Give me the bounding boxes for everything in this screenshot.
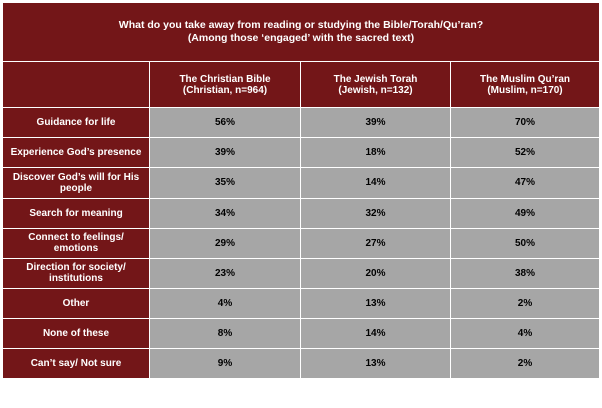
column-header-subname: (Jewish, n=132) <box>338 84 413 96</box>
value-cell: 23% <box>149 257 301 289</box>
row-label: None of these <box>2 317 150 349</box>
table-row: Direction for society/ institutions 23% … <box>2 257 600 289</box>
value-cell: 49% <box>450 197 600 229</box>
value-cell: 35% <box>149 167 301 199</box>
table-subtitle: (Among those ‘engaged’ with the sacred t… <box>187 32 415 45</box>
column-header-name: The Muslim Qu’ran <box>479 73 570 85</box>
table-row: Can’t say/ Not sure 9% 13% 2% <box>2 347 600 380</box>
table-row: Search for meaning 34% 32% 49% <box>2 197 600 229</box>
value-cell: 8% <box>149 317 301 349</box>
value-cell: 13% <box>300 287 451 319</box>
row-label: Discover God’s will for His people <box>2 167 150 199</box>
table-title: What do you take away from reading or st… <box>118 19 484 32</box>
column-header-subname: (Muslim, n=170) <box>487 84 563 96</box>
value-cell: 9% <box>149 347 301 380</box>
value-cell: 52% <box>450 137 600 169</box>
value-cell: 27% <box>300 227 451 259</box>
table-row: Other 4% 13% 2% <box>2 287 600 319</box>
value-cell: 2% <box>450 287 600 319</box>
row-label: Search for meaning <box>2 197 150 229</box>
row-label: Experience God’s presence <box>2 137 150 169</box>
row-label: Can’t say/ Not sure <box>2 347 150 380</box>
corner-cell <box>2 61 150 109</box>
title-row: What do you take away from reading or st… <box>2 1 600 63</box>
table-row: Experience God’s presence 39% 18% 52% <box>2 137 600 169</box>
value-cell: 38% <box>450 257 600 289</box>
value-cell: 2% <box>450 347 600 380</box>
value-cell: 14% <box>300 317 451 349</box>
value-cell: 20% <box>300 257 451 289</box>
value-cell: 70% <box>450 107 600 139</box>
row-label: Guidance for life <box>2 107 150 139</box>
value-cell: 39% <box>149 137 301 169</box>
value-cell: 4% <box>149 287 301 319</box>
column-header-row: The Christian Bible (Christian, n=964) T… <box>2 61 600 109</box>
column-header-christian: The Christian Bible (Christian, n=964) <box>149 61 301 109</box>
column-header-jewish: The Jewish Torah (Jewish, n=132) <box>300 61 451 109</box>
row-label: Connect to feelings/ emotions <box>2 227 150 259</box>
column-header-muslim: The Muslim Qu’ran (Muslim, n=170) <box>450 61 600 109</box>
column-header-name: The Jewish Torah <box>333 73 418 85</box>
value-cell: 34% <box>149 197 301 229</box>
row-label: Other <box>2 287 150 319</box>
value-cell: 32% <box>300 197 451 229</box>
value-cell: 39% <box>300 107 451 139</box>
value-cell: 18% <box>300 137 451 169</box>
table-row: Guidance for life 56% 39% 70% <box>2 107 600 139</box>
table-row: None of these 8% 14% 4% <box>2 317 600 349</box>
value-cell: 50% <box>450 227 600 259</box>
value-cell: 14% <box>300 167 451 199</box>
value-cell: 13% <box>300 347 451 380</box>
table-title-cell: What do you take away from reading or st… <box>2 1 600 63</box>
value-cell: 29% <box>149 227 301 259</box>
column-header-subname: (Christian, n=964) <box>182 84 268 96</box>
table-row: Discover God’s will for His people 35% 1… <box>2 167 600 199</box>
value-cell: 47% <box>450 167 600 199</box>
table-row: Connect to feelings/ emotions 29% 27% 50… <box>2 227 600 259</box>
value-cell: 4% <box>450 317 600 349</box>
value-cell: 56% <box>149 107 301 139</box>
row-label: Direction for society/ institutions <box>2 257 150 289</box>
column-header-name: The Christian Bible <box>179 73 271 85</box>
results-table: What do you take away from reading or st… <box>2 1 600 380</box>
